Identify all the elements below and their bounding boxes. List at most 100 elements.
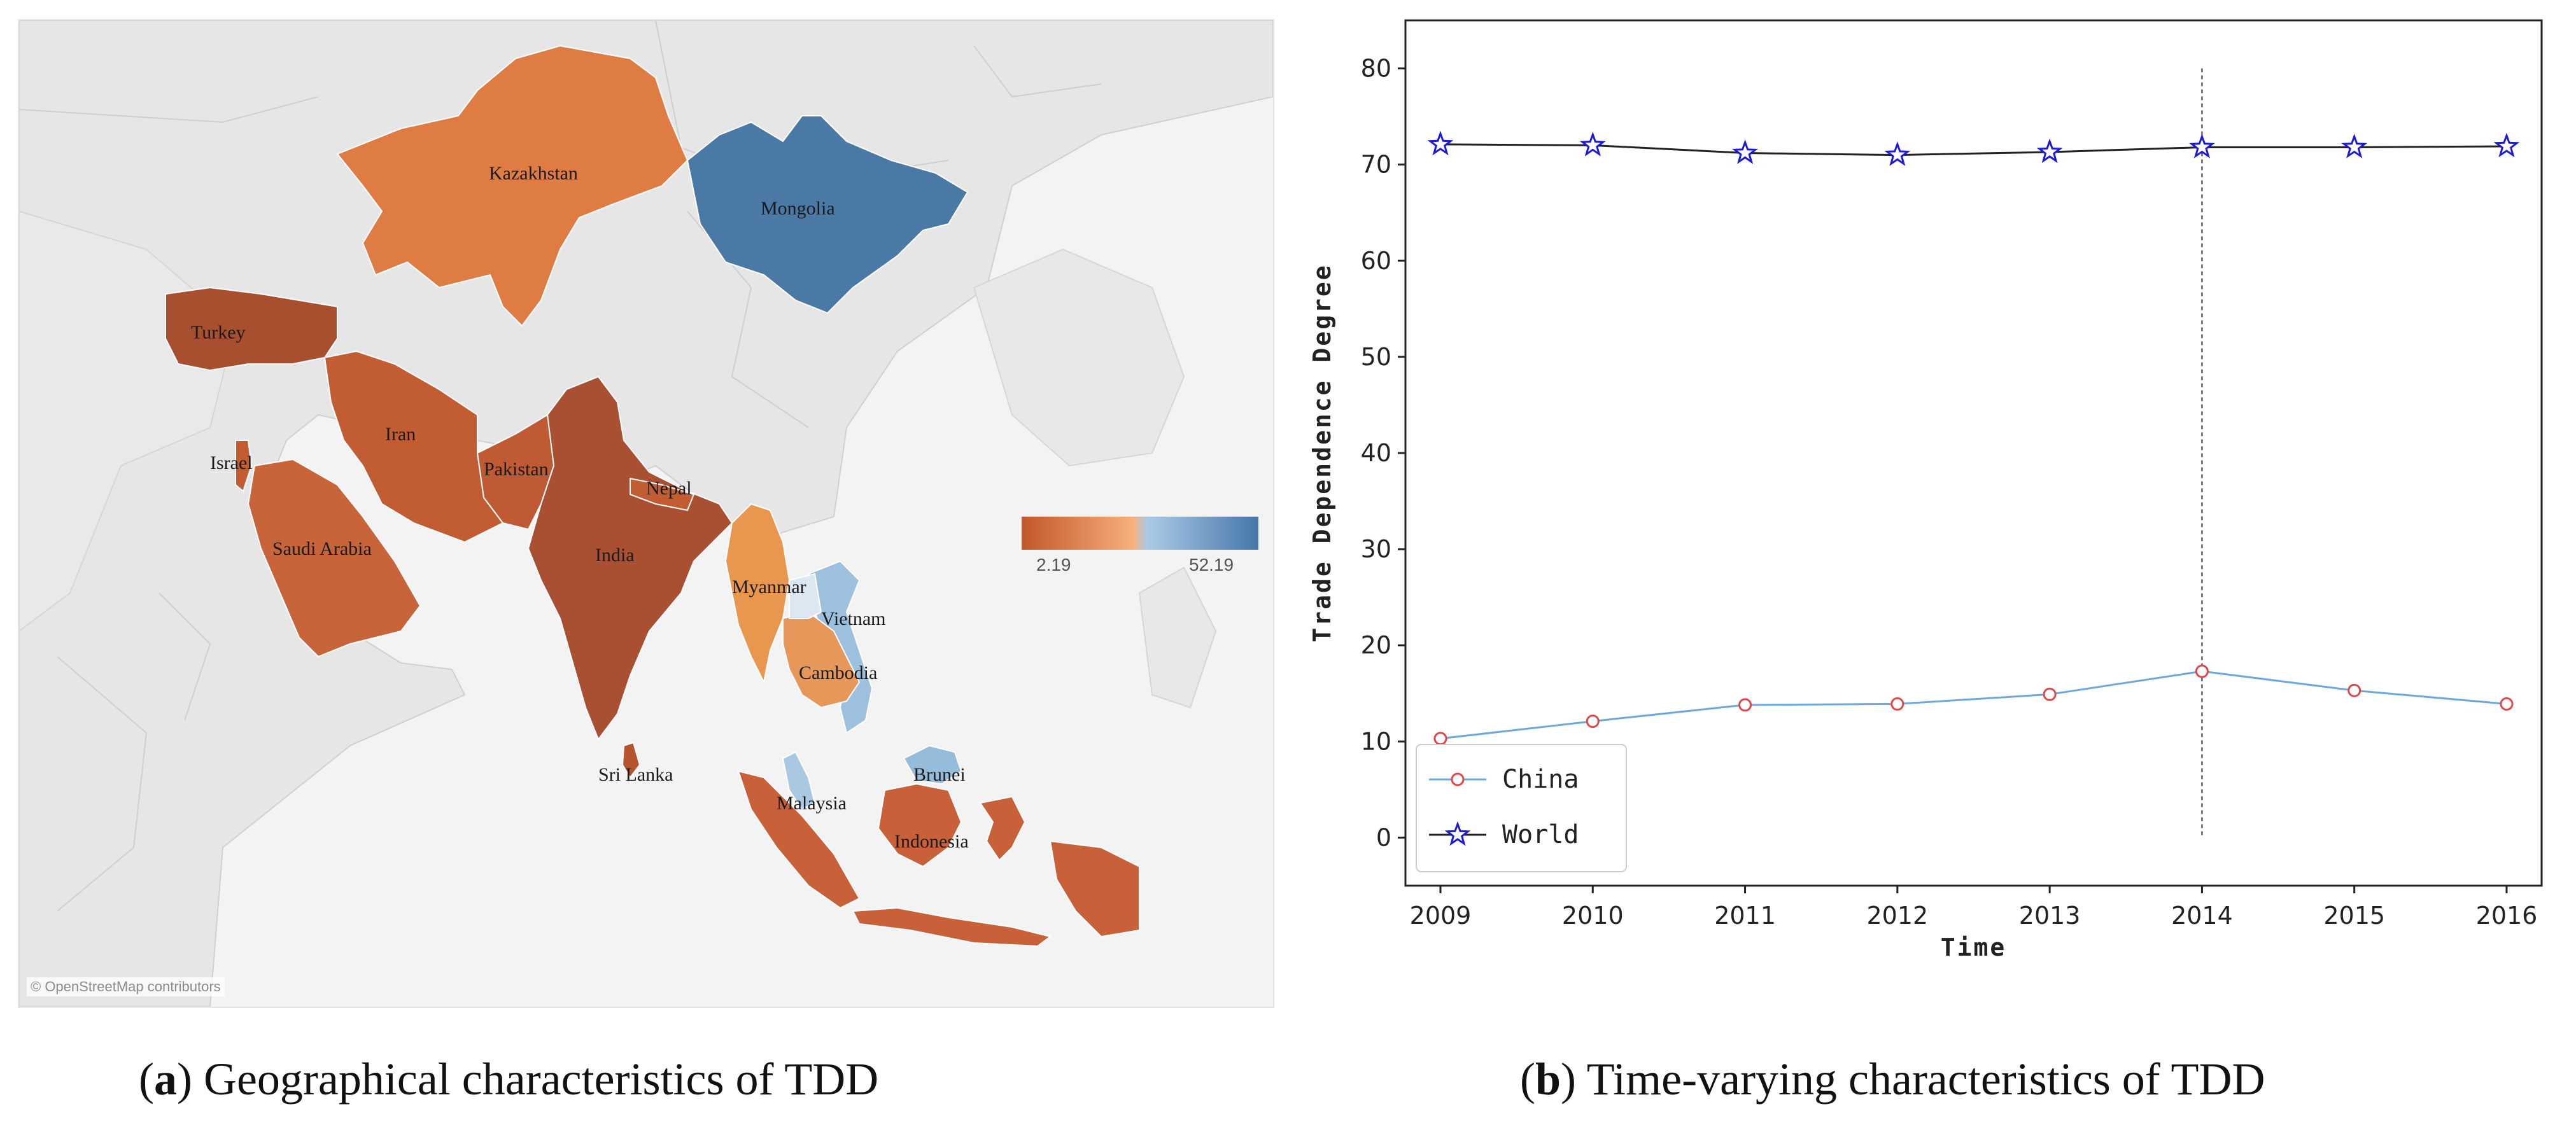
country-thailand-laos <box>789 573 822 619</box>
country-malaysia[interactable] <box>782 751 816 811</box>
land-background <box>973 248 1185 467</box>
series-markers <box>1427 130 2520 746</box>
data-point-world <box>1427 130 1454 156</box>
country-israel[interactable] <box>235 440 253 492</box>
country-saudi-arabia[interactable] <box>247 458 421 658</box>
data-point-world <box>2036 138 2063 164</box>
data-point-world <box>1732 139 1758 164</box>
country-indonesia-sumatra[interactable] <box>737 770 861 909</box>
data-point-world <box>1579 131 1606 157</box>
x-tick-label: 2012 <box>1866 902 1928 930</box>
label-saudi-arabia: Saudi Arabia <box>272 538 372 559</box>
legend-max-value: 52.19 <box>1189 555 1234 575</box>
map-credit: © OpenStreetMap contributors <box>27 977 225 996</box>
country-indonesia-sulawesi[interactable] <box>979 795 1026 861</box>
data-point-world <box>2493 132 2520 158</box>
country-myanmar[interactable] <box>724 503 791 685</box>
data-point-china <box>2347 683 2361 697</box>
y-tick-label: 40 <box>1361 439 1391 467</box>
border-line <box>158 592 211 721</box>
caption-a: (a) Geographical characteristics of TDD <box>139 1054 879 1105</box>
caption-a-text: Geographical characteristics of TDD <box>192 1054 879 1105</box>
caption-b: (b) Time-varying characteristics of TDD <box>1520 1054 2265 1105</box>
x-axis-title: Time <box>1941 933 2007 961</box>
legend-marker-china <box>1451 772 1465 786</box>
label-mongolia: Mongolia <box>761 198 835 219</box>
y-tick-label: 50 <box>1361 343 1391 371</box>
country-nepal[interactable] <box>630 477 695 512</box>
plot-area <box>1404 19 2543 887</box>
data-point-china <box>1890 697 1904 711</box>
map-panel: Kazakhstan Mongolia Turkey Iran Israel S… <box>18 19 1274 1008</box>
country-india[interactable] <box>527 375 733 741</box>
label-cambodia: Cambodia <box>799 662 877 683</box>
legend-box <box>1416 744 1627 872</box>
country-indonesia-borneo[interactable] <box>877 783 962 868</box>
legend-china-marker <box>1451 772 1465 786</box>
label-nepal: Nepal <box>646 478 692 499</box>
x-tick-label: 2010 <box>1562 902 1624 930</box>
label-vietnam: Vietnam <box>821 608 886 629</box>
legend-world-marker <box>1444 821 1471 846</box>
country-kazakhstan[interactable] <box>336 45 689 327</box>
data-point-world <box>2189 134 2215 158</box>
y-tick-label: 10 <box>1361 727 1391 755</box>
legend-world-label: World <box>1502 820 1579 849</box>
legend-china-label: China <box>1502 765 1579 794</box>
border-line <box>57 656 148 912</box>
label-iran: Iran <box>385 424 416 445</box>
map-color-legend <box>1022 517 1258 550</box>
legend-gradient <box>1022 517 1258 550</box>
caption-b-letter: b <box>1535 1054 1561 1105</box>
country-brunei[interactable] <box>903 744 962 785</box>
y-tick-label: 80 <box>1361 55 1391 83</box>
label-kazakhstan: Kazakhstan <box>489 163 578 184</box>
label-myanmar: Myanmar <box>732 576 806 597</box>
x-tick-label: 2016 <box>2476 902 2538 930</box>
legend-marker-world <box>1444 821 1471 846</box>
legend-min-value: 2.19 <box>1036 555 1071 575</box>
caption-b-text: Time-varying characteristics of TDD <box>1576 1054 2265 1105</box>
country-indonesia-java[interactable] <box>852 907 1052 947</box>
label-india: India <box>595 545 635 566</box>
data-point-china <box>1433 732 1447 746</box>
line-chart: 0 10 20 30 40 50 60 70 80 2009 2010 2011 2012 2013 20… <box>1308 19 2543 961</box>
data-point-china <box>2043 687 2057 701</box>
data-point-world <box>1884 141 1911 166</box>
y-axis-title: Trade Dependence Degree <box>1308 263 1336 642</box>
country-indonesia-papua[interactable] <box>1049 840 1140 938</box>
y-tick-label: 30 <box>1361 535 1391 563</box>
y-tick-label: 20 <box>1361 631 1391 659</box>
series-line-world <box>1440 143 2507 157</box>
series-lines <box>1440 143 2507 740</box>
label-sri-lanka: Sri Lanka <box>598 764 673 785</box>
map-canvas: Kazakhstan Mongolia Turkey Iran Israel S… <box>19 20 1273 1007</box>
label-israel: Israel <box>210 452 253 473</box>
label-indonesia: Indonesia <box>894 831 969 852</box>
data-point-china <box>1738 698 1752 712</box>
chart-legend: China World <box>1416 744 1627 872</box>
country-sri-lanka[interactable] <box>621 741 641 779</box>
country-mongolia[interactable] <box>686 115 969 314</box>
data-point-china <box>1586 715 1600 729</box>
label-malaysia: Malaysia <box>777 793 847 814</box>
y-axis: 0 10 20 30 40 50 60 70 80 <box>1361 55 1405 851</box>
x-axis: 2009 2010 2011 2012 2013 2014 2015 2016 <box>1410 886 2538 930</box>
data-point-china <box>2500 697 2514 711</box>
label-pakistan: Pakistan <box>484 459 549 480</box>
border-line <box>973 45 1102 98</box>
data-point-china <box>2195 664 2209 678</box>
x-tick-label: 2013 <box>2019 902 2081 930</box>
x-tick-label: 2009 <box>1410 902 1472 930</box>
x-tick-label: 2015 <box>2323 902 2385 930</box>
series-line-china <box>1440 670 2507 740</box>
y-tick-label: 0 <box>1376 823 1391 851</box>
data-point-world <box>2341 134 2368 158</box>
caption-a-letter: a <box>153 1054 177 1105</box>
country-cambodia[interactable] <box>782 611 861 709</box>
y-tick-label: 60 <box>1361 247 1391 275</box>
label-brunei: Brunei <box>913 764 966 785</box>
y-tick-label: 70 <box>1361 151 1391 179</box>
land-background <box>1138 566 1217 709</box>
x-tick-label: 2011 <box>1714 902 1776 930</box>
